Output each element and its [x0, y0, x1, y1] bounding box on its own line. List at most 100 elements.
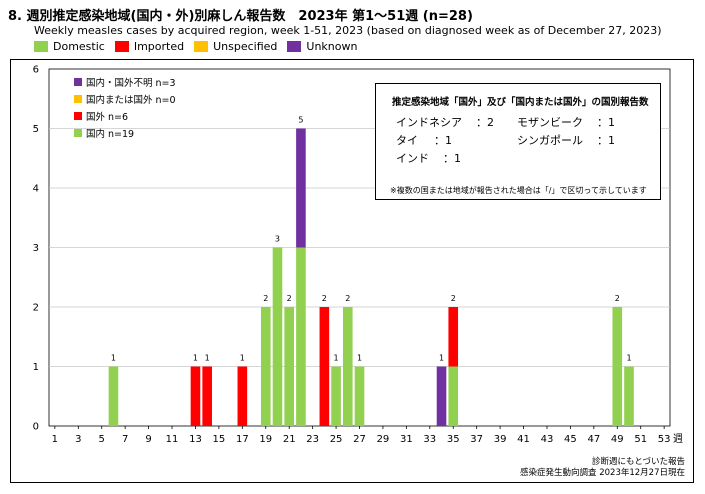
x-tick-label: 21 — [283, 434, 296, 445]
x-tick-label: 17 — [236, 434, 249, 445]
bar-domestic — [624, 366, 634, 426]
data-label: 2 — [451, 294, 456, 303]
x-tick-label: 43 — [541, 434, 554, 445]
y-tick-label: 0 — [33, 422, 39, 433]
info-row-mozambique: モザンビーク ：1 — [517, 116, 615, 129]
data-label: 1 — [357, 354, 362, 363]
bar-domestic — [108, 366, 119, 426]
data-label: 1 — [111, 354, 116, 363]
y-tick-label: 4 — [33, 184, 39, 195]
bar-domestic — [272, 247, 283, 426]
data-label: 5 — [298, 116, 303, 125]
bar-unknown — [296, 128, 306, 248]
x-tick-label: 23 — [306, 434, 319, 445]
y-tick-label: 6 — [33, 65, 39, 76]
legend-item-unknown: Unknown — [287, 40, 357, 53]
bar-domestic — [260, 307, 271, 426]
y-tick-label: 1 — [33, 362, 39, 373]
data-label: 2 — [345, 294, 350, 303]
inner-legend-swatch — [74, 78, 82, 86]
x-tick-label: 1 — [52, 434, 58, 445]
x-tick-label: 49 — [611, 434, 624, 445]
info-box-note: ※複数の国または地域が報告された場合は「/」で区切って示しています — [390, 186, 647, 195]
legend-swatch-imported — [114, 41, 129, 52]
footer-line-2: 感染症発生動向調査 2023年12月27日現在 — [520, 468, 685, 478]
x-tick-label: 5 — [99, 434, 105, 445]
legend-label-unknown: Unknown — [306, 40, 358, 53]
x-tick-label: 47 — [587, 434, 600, 445]
bar-domestic — [296, 247, 306, 426]
x-tick-label: 13 — [189, 434, 202, 445]
data-label: 1 — [334, 354, 339, 363]
x-tick-label: 3 — [75, 434, 81, 445]
x-unit-label: 週 — [673, 433, 683, 445]
data-label: 1 — [240, 354, 245, 363]
legend-item-domestic: Domestic — [34, 40, 105, 53]
bar-imported — [319, 307, 330, 426]
bar-imported — [237, 366, 248, 426]
legend-swatch-unspecified — [194, 41, 209, 52]
chart-title: 8. 週別推定感染地域(国内・外)別麻しん報告数 2023年 第1〜51週 (n… — [8, 9, 473, 24]
data-label: 2 — [322, 294, 327, 303]
inner-legend-swatch — [74, 129, 82, 137]
y-tick-label: 2 — [33, 303, 39, 314]
bar-domestic — [331, 366, 341, 426]
x-tick-label: 51 — [634, 434, 647, 445]
data-label: 1 — [193, 354, 198, 363]
x-tick-label: 19 — [259, 434, 272, 445]
info-row-thailand: タイ ：1 — [396, 134, 452, 147]
info-box-title: 推定感染地域「国外」及び「国内または国外」の国別報告数 — [392, 97, 649, 108]
info-row-singapore: シンガポール ：1 — [517, 134, 615, 147]
info-row-india: インド ：1 — [396, 152, 461, 165]
x-tick-label: 29 — [377, 434, 390, 445]
x-tick-label: 9 — [145, 434, 151, 445]
legend-label-imported: Imported — [133, 40, 185, 53]
bar-domestic — [448, 366, 459, 426]
bar-imported — [202, 366, 212, 426]
bar-imported — [448, 307, 459, 367]
bar-domestic — [284, 307, 295, 426]
x-tick-label: 37 — [470, 434, 483, 445]
country-info-box: 推定感染地域「国外」及び「国内または国外」の国別報告数 インドネシア ：2 モザン… — [375, 83, 661, 200]
x-tick-label: 41 — [517, 434, 530, 445]
legend-label-domestic: Domestic — [53, 40, 105, 53]
y-tick-label: 5 — [33, 124, 39, 135]
bar-unknown — [436, 366, 447, 426]
data-label: 1 — [205, 354, 210, 363]
info-row-indonesia: インドネシア ：2 — [396, 116, 494, 129]
x-tick-label: 31 — [400, 434, 413, 445]
data-label: 2 — [615, 294, 620, 303]
x-tick-label: 39 — [494, 434, 507, 445]
data-label: 2 — [287, 294, 292, 303]
bar-domestic — [342, 307, 353, 426]
x-tick-label: 45 — [564, 434, 577, 445]
x-tick-label: 15 — [213, 434, 226, 445]
x-tick-label: 33 — [423, 434, 436, 445]
bar-domestic — [612, 307, 623, 426]
data-label: 1 — [626, 354, 631, 363]
legend-swatch-domestic — [34, 41, 48, 52]
inner-legend-label: 国内・国外不明 n=3 — [86, 77, 176, 89]
legend-swatch-unknown — [287, 41, 302, 52]
legend-item-unspecified: Unspecified — [194, 40, 277, 53]
inner-legend-swatch — [74, 95, 82, 103]
x-tick-label: 7 — [122, 434, 128, 445]
x-tick-label: 11 — [166, 434, 179, 445]
data-label: 1 — [439, 354, 444, 363]
bar-domestic — [354, 366, 365, 426]
bar-imported — [190, 366, 201, 426]
x-tick-label: 25 — [330, 434, 343, 445]
y-tick-label: 3 — [33, 243, 39, 254]
inner-legend-label: 国内 n=19 — [86, 128, 134, 140]
chart-frame — [10, 59, 694, 483]
inner-legend-label: 国内または国外 n=0 — [86, 94, 176, 106]
legend: Domestic Imported Unspecified Unknown — [34, 40, 357, 53]
footer-line-1: 診断週にもとづいた報告 — [592, 457, 685, 467]
x-tick-label: 35 — [447, 434, 460, 445]
data-label: 3 — [275, 235, 280, 244]
x-tick-label: 27 — [353, 434, 366, 445]
legend-item-imported: Imported — [114, 40, 185, 53]
chart-subtitle: Weekly measles cases by acquired region,… — [34, 24, 662, 37]
inner-legend-label: 国外 n=6 — [86, 111, 128, 123]
